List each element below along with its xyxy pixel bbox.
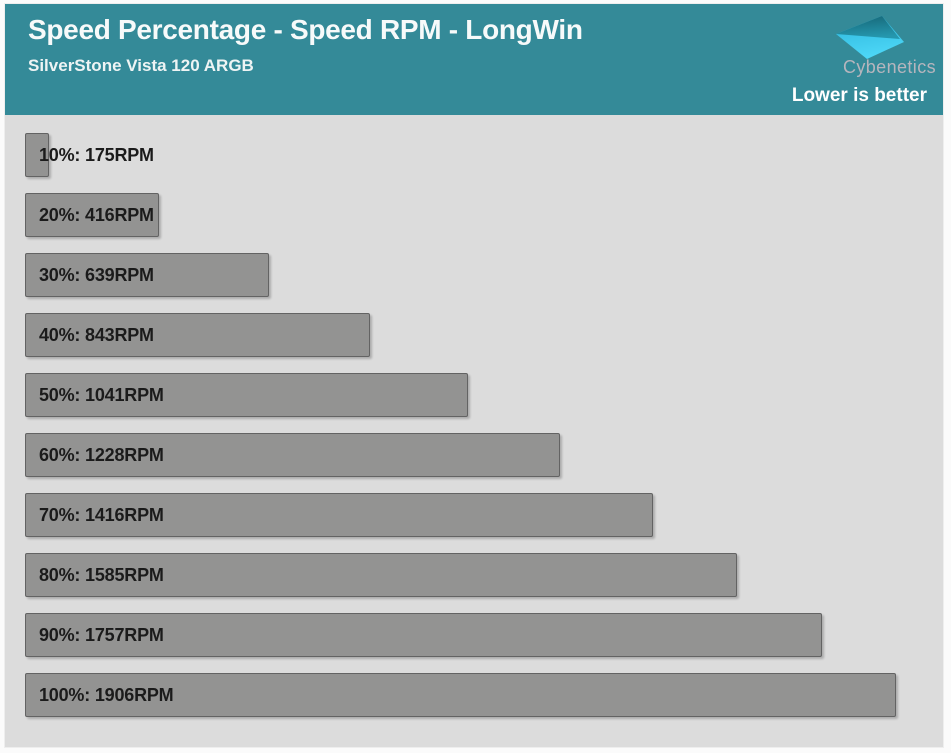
brand-block: Cybenetics Lower is better: [777, 4, 937, 115]
bar: 10%: 175RPM: [25, 133, 154, 177]
bar-label: 70%: 1416RPM: [39, 505, 164, 525]
bar-label: 10%: 175RPM: [39, 145, 154, 165]
bar-row: 30%: 639RPM: [25, 253, 943, 297]
cybenetics-logo-icon: [836, 16, 904, 59]
chart-title: Speed Percentage - Speed RPM - LongWin: [28, 14, 583, 45]
bar-row: 40%: 843RPM: [25, 313, 943, 357]
bar: 30%: 639RPM: [25, 253, 269, 297]
bar: 60%: 1228RPM: [25, 433, 560, 477]
bar: 90%: 1757RPM: [25, 613, 822, 657]
brand-name: Cybenetics: [842, 57, 936, 77]
bar-rows: 10%: 175RPM 20%: 416RPM 30%: 639RPM 40%: 84…: [25, 133, 943, 717]
bar: 100%: 1906RPM: [25, 673, 896, 717]
bar-label: 60%: 1228RPM: [39, 445, 164, 465]
bar: 80%: 1585RPM: [25, 553, 737, 597]
bar-label: 80%: 1585RPM: [39, 565, 164, 585]
bar-label: 40%: 843RPM: [39, 325, 154, 345]
bar-row: 90%: 1757RPM: [25, 613, 943, 657]
lower-is-better-note: Lower is better: [791, 85, 927, 106]
bar-row: 70%: 1416RPM: [25, 493, 943, 537]
bar-label: 90%: 1757RPM: [39, 625, 164, 645]
bar-row: 50%: 1041RPM: [25, 373, 943, 417]
bar-row: 100%: 1906RPM: [25, 673, 943, 717]
bar: 40%: 843RPM: [25, 313, 370, 357]
bar-label: 30%: 639RPM: [39, 265, 154, 285]
bar-label: 100%: 1906RPM: [39, 685, 174, 705]
chart-frame: Speed Percentage - Speed RPM - LongWin S…: [5, 4, 943, 747]
bar-row: 20%: 416RPM: [25, 193, 943, 237]
plot-area: 10%: 175RPM 20%: 416RPM 30%: 639RPM 40%: 84…: [5, 115, 943, 747]
bar-label: 50%: 1041RPM: [39, 385, 164, 405]
bar-row: 60%: 1228RPM: [25, 433, 943, 477]
bar: 20%: 416RPM: [25, 193, 159, 237]
bar-row: 80%: 1585RPM: [25, 553, 943, 597]
bar: 50%: 1041RPM: [25, 373, 468, 417]
chart-header: Speed Percentage - Speed RPM - LongWin S…: [5, 4, 943, 115]
chart-subtitle: SilverStone Vista 120 ARGB: [28, 56, 254, 75]
bar-label: 20%: 416RPM: [39, 205, 154, 225]
bar: 70%: 1416RPM: [25, 493, 653, 537]
bar-row: 10%: 175RPM: [25, 133, 943, 177]
